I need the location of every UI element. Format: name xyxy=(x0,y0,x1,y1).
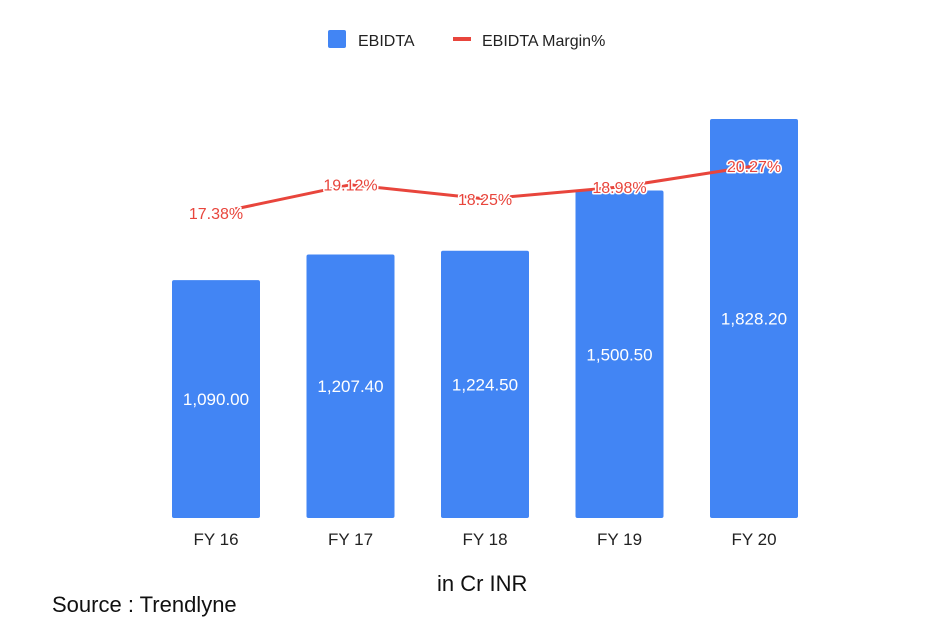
margin-value-label: 20.27% xyxy=(727,159,781,176)
x-tick-label: FY 17 xyxy=(328,530,373,549)
bar-labels: 1,090.00 1,207.40 1,224.50 1,500.50 1,828.20 xyxy=(183,310,787,410)
margin-value-label: 19.12% xyxy=(323,178,377,195)
legend-item-ebidta[interactable]: EBIDTA xyxy=(328,30,415,50)
legend-swatch-ebidta xyxy=(328,30,346,48)
margin-labels: 17.38% 19.12% 18.25% 18.98% 20.27% xyxy=(187,158,782,225)
bar-value-label: 1,224.50 xyxy=(452,375,518,394)
margin-point[interactable] xyxy=(619,186,620,188)
margin-value-label: 18.98% xyxy=(592,180,646,197)
margin-line xyxy=(214,164,756,215)
bar-fy-20[interactable] xyxy=(710,119,798,518)
margin-point[interactable] xyxy=(753,165,755,167)
margin-point[interactable] xyxy=(350,184,351,186)
source-note: Source : Trendlyne xyxy=(52,592,237,617)
legend-label-ebidta: EBIDTA xyxy=(358,33,415,50)
x-axis-tick-labels: FY 16 FY 17 FY 18 FY 19 FY 20 xyxy=(193,530,776,549)
legend-label-ebidta-margin: EBIDTA Margin% xyxy=(482,33,605,50)
x-tick-label: FY 16 xyxy=(193,530,238,549)
legend: EBIDTA EBIDTA Margin% xyxy=(328,30,605,50)
legend-swatch-ebidta-margin xyxy=(453,37,471,41)
chart: EBIDTA EBIDTA Margin% 1,090.001,207.40 1,… xyxy=(172,30,798,549)
x-tick-label: FY 19 xyxy=(597,530,642,549)
bar-value-label: 1,090.00 xyxy=(183,390,249,409)
margin-point[interactable] xyxy=(484,198,486,200)
bar-value-label: 1,500.50 xyxy=(586,345,652,364)
legend-item-ebidta-margin[interactable]: EBIDTA Margin% xyxy=(453,33,605,50)
x-tick-label: FY 18 xyxy=(462,530,507,549)
margin-value-label: 17.38% xyxy=(189,206,243,223)
margin-point[interactable] xyxy=(215,212,217,214)
bar-fy-17[interactable] xyxy=(306,254,395,518)
bar-value-label: 1,828.20 xyxy=(721,310,787,329)
bar-fy-16[interactable] xyxy=(172,280,260,518)
bars xyxy=(172,119,798,519)
margin-value-label: 18.25% xyxy=(458,192,512,209)
unit-note: in Cr INR xyxy=(437,571,528,596)
bar-fy-19[interactable] xyxy=(575,190,664,518)
bar-fy-18[interactable] xyxy=(441,250,529,519)
bar-value-label: 1,207.40 xyxy=(317,377,383,396)
x-tick-label: FY 20 xyxy=(731,530,776,549)
